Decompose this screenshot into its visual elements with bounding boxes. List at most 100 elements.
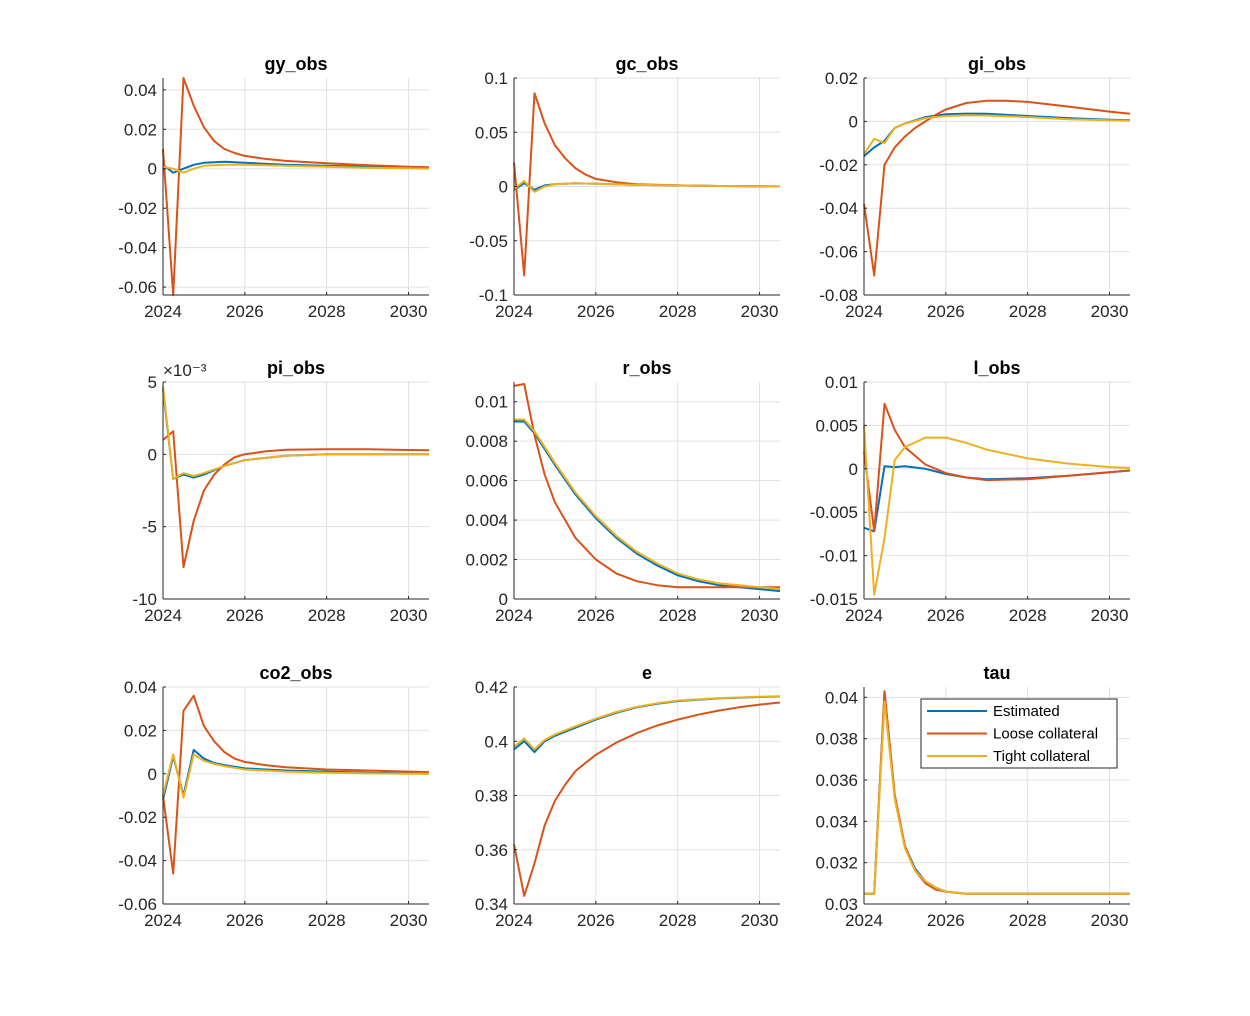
y-tick-label: 0.04 [124, 678, 157, 697]
y-tick-label: 0 [499, 590, 508, 609]
x-tick-label: 2026 [226, 606, 264, 625]
x-tick-label: 2026 [226, 302, 264, 321]
subplot-gc-obs: 2024 2026 2028 2030 -0.1 -0.05 0 0.05 0.1 gc_obs [469, 54, 781, 321]
subplot-title: l_obs [973, 358, 1020, 378]
x-tick-label: 2024 [495, 911, 533, 930]
y-tick-label: 0.04 [124, 81, 157, 100]
x-tick-label: 2024 [845, 606, 883, 625]
y-tick-label: 0.02 [825, 69, 858, 88]
y-tick-label: 0.02 [124, 120, 157, 139]
x-tick-label: 2024 [495, 606, 533, 625]
x-tick-label: 2030 [1091, 911, 1129, 930]
x-tick-label: 2030 [1091, 302, 1129, 321]
series-line-loose-collateral [162, 77, 430, 296]
plot-area [864, 78, 1130, 295]
y-tick-label: -0.02 [118, 808, 157, 827]
subplot-title: r_obs [622, 358, 671, 378]
y-tick-label: 0.008 [465, 432, 508, 451]
series-line-estimated [863, 112, 1131, 157]
series-line-tight-collateral [162, 163, 430, 174]
subplot-title: tau [984, 663, 1011, 683]
subplot-title: pi_obs [267, 358, 325, 378]
legend-label: Tight collateral [993, 748, 1090, 765]
y-tick-label: -0.015 [810, 590, 858, 609]
y-tick-label: 0.4 [484, 732, 508, 751]
x-tick-label: 2028 [1009, 606, 1047, 625]
subplot-title: gy_obs [264, 54, 327, 74]
y-tick-label: -0.06 [819, 243, 858, 262]
y-tick-label: 0.032 [815, 854, 858, 873]
subplot-r-obs: 2024 2026 2028 2030 0 0.002 0.004 0.006 0.008 0.0… [465, 358, 781, 625]
x-tick-label: 2026 [577, 911, 615, 930]
x-tick-label: 2028 [1009, 302, 1047, 321]
y-tick-label: -0.02 [819, 156, 858, 175]
y-tick-label: -0.1 [479, 286, 508, 305]
series-line-tight-collateral [863, 425, 1131, 596]
x-tick-label: 2028 [308, 911, 346, 930]
y-tick-label: -5 [142, 518, 157, 537]
x-tick-label: 2026 [927, 606, 965, 625]
y-tick-label: -0.005 [810, 503, 858, 522]
x-tick-label: 2028 [659, 302, 697, 321]
y-tick-label: -0.02 [118, 199, 157, 218]
y-tick-label: 0.38 [475, 787, 508, 806]
series-line-loose-collateral [162, 694, 430, 875]
x-tick-label: 2028 [659, 606, 697, 625]
x-tick-label: 2030 [741, 911, 779, 930]
y-tick-label: 0 [849, 112, 858, 131]
y-tick-label: 0.002 [465, 551, 508, 570]
plot-area [163, 78, 429, 295]
subplot-gy-obs: 2024 2026 2028 2030 -0.06 -0.04 -0.02 0 0.02 0.04… [118, 54, 430, 321]
x-tick-label: 2030 [390, 606, 428, 625]
y-tick-label: -0.04 [819, 199, 858, 218]
y-tick-label: 0.034 [815, 812, 858, 831]
subplot-l-obs: 2024 2026 2028 2030 -0.015 -0.01 -0.005 0 0.005 0… [810, 358, 1131, 625]
x-tick-label: 2030 [741, 606, 779, 625]
series-line-loose-collateral [863, 99, 1131, 277]
y-exponent-label: ×10⁻³ [163, 361, 207, 380]
y-tick-label: 0.02 [124, 721, 157, 740]
y-tick-label: -0.08 [819, 286, 858, 305]
x-tick-label: 2024 [845, 911, 883, 930]
subplot-grid: 2024 2026 2028 2030 -0.06 -0.04 -0.02 0 0.02 0.04… [118, 54, 1131, 930]
subplot-co2-obs: 2024 2026 2028 2030 -0.06 -0.04 -0.02 0 0.02 0.04… [118, 663, 430, 930]
x-tick-label: 2030 [390, 911, 428, 930]
subplot-pi-obs: 2024 2026 2028 2030 -10 -5 0 5 pi_obs ×10⁻³ [132, 358, 430, 625]
y-tick-label: -0.04 [118, 239, 157, 258]
series-line-tight-collateral [162, 386, 429, 480]
x-tick-label: 2028 [1009, 911, 1047, 930]
legend-label: Estimated [993, 703, 1060, 720]
subplot-e: 2024 2026 2028 2030 0.34 0.36 0.38 0.4 0.42 e [475, 663, 781, 930]
plot-area [864, 382, 1130, 599]
x-tick-label: 2028 [308, 302, 346, 321]
x-tick-label: 2026 [226, 911, 264, 930]
x-tick-label: 2028 [659, 911, 697, 930]
subplot-gi-obs: 2024 2026 2028 2030 -0.08 -0.06 -0.04 -0.02 0 0.0… [819, 54, 1131, 321]
subplot-title: gi_obs [968, 54, 1026, 74]
x-tick-label: 2024 [845, 302, 883, 321]
series-line-estimated [514, 420, 781, 593]
series-line-loose-collateral [513, 383, 780, 589]
series-line-tight-collateral [162, 753, 429, 799]
y-tick-label: -0.06 [118, 278, 157, 297]
x-tick-label: 2024 [144, 606, 182, 625]
plot-area [163, 687, 429, 904]
y-tick-label: 0.004 [465, 511, 508, 530]
y-tick-label: -10 [132, 590, 157, 609]
y-tick-label: 0.1 [484, 69, 508, 88]
x-tick-label: 2026 [577, 302, 615, 321]
subplot-title: gc_obs [615, 54, 678, 74]
y-tick-label: -0.06 [118, 895, 157, 914]
y-tick-label: 0 [849, 460, 858, 479]
x-tick-label: 2030 [390, 302, 428, 321]
x-tick-label: 2026 [927, 911, 965, 930]
y-tick-label: 0.05 [475, 123, 508, 142]
y-tick-label: -0.05 [469, 232, 508, 251]
y-tick-label: 0.036 [815, 771, 858, 790]
y-tick-label: 5 [148, 373, 157, 392]
series-line-tight-collateral [864, 700, 1130, 895]
y-tick-label: 0.04 [825, 688, 858, 707]
y-tick-label: 0.038 [815, 730, 858, 749]
y-tick-label: 0 [148, 160, 157, 179]
